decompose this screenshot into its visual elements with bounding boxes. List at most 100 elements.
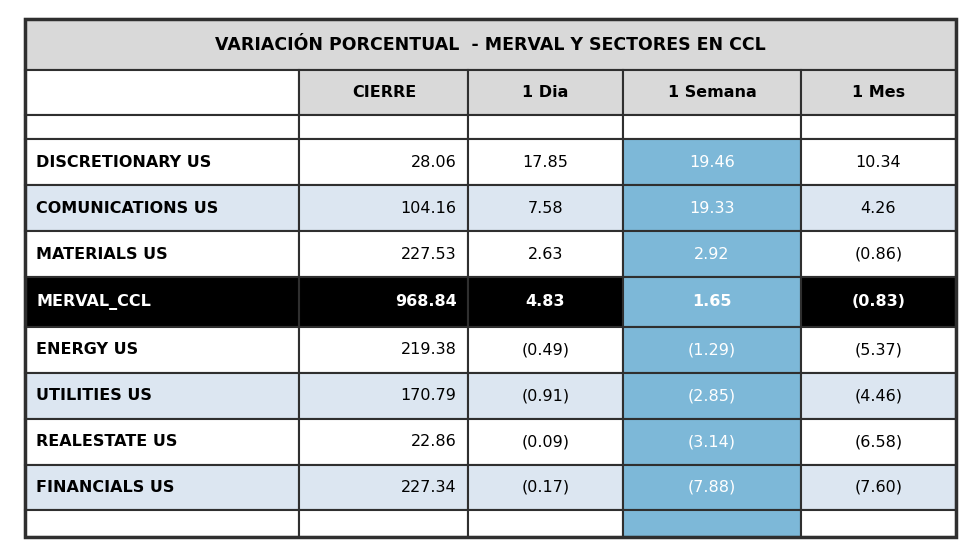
Bar <box>24 185 300 231</box>
Bar <box>468 70 622 116</box>
Text: (0.09): (0.09) <box>521 434 569 449</box>
Bar <box>300 116 468 140</box>
Bar <box>801 373 956 419</box>
Bar <box>622 185 801 231</box>
Bar <box>24 373 300 419</box>
Bar <box>801 327 956 373</box>
Bar <box>468 373 622 419</box>
Text: (7.60): (7.60) <box>855 480 903 495</box>
Text: 2.63: 2.63 <box>528 246 564 261</box>
Text: (1.29): (1.29) <box>688 342 736 358</box>
Bar <box>300 140 468 185</box>
Bar <box>801 231 956 277</box>
Bar <box>801 277 956 327</box>
Bar <box>300 419 468 465</box>
Bar <box>300 373 468 419</box>
Text: COMUNICATIONS US: COMUNICATIONS US <box>36 201 219 216</box>
Bar <box>801 465 956 510</box>
Text: 227.34: 227.34 <box>401 480 457 495</box>
Bar <box>622 277 801 327</box>
Text: VARIACIÓN PORCENTUAL  - MERVAL Y SECTORES EN CCL: VARIACIÓN PORCENTUAL - MERVAL Y SECTORES… <box>215 36 765 53</box>
Bar <box>622 140 801 185</box>
Bar <box>24 231 300 277</box>
Bar <box>622 465 801 510</box>
Text: (2.85): (2.85) <box>688 388 736 403</box>
Bar <box>300 185 468 231</box>
Text: (6.58): (6.58) <box>855 434 903 449</box>
Bar <box>622 116 801 140</box>
Text: 17.85: 17.85 <box>522 155 568 170</box>
Bar <box>468 116 622 140</box>
Text: (0.86): (0.86) <box>855 246 903 261</box>
Text: DISCRETIONARY US: DISCRETIONARY US <box>36 155 212 170</box>
Bar <box>468 231 622 277</box>
Text: 2.92: 2.92 <box>694 246 730 261</box>
Text: 19.46: 19.46 <box>689 155 735 170</box>
Bar <box>468 510 622 537</box>
Bar <box>468 140 622 185</box>
Bar <box>300 510 468 537</box>
Bar <box>622 327 801 373</box>
Text: MERVAL_CCL: MERVAL_CCL <box>36 294 151 310</box>
Text: 170.79: 170.79 <box>401 388 457 403</box>
Bar <box>622 373 801 419</box>
Bar <box>300 465 468 510</box>
Bar <box>468 465 622 510</box>
Text: 19.33: 19.33 <box>689 201 735 216</box>
Bar <box>24 19 956 70</box>
Text: 104.16: 104.16 <box>401 201 457 216</box>
Bar <box>300 70 468 116</box>
Bar <box>24 465 300 510</box>
Text: REALESTATE US: REALESTATE US <box>36 434 177 449</box>
Bar <box>24 510 300 537</box>
Bar <box>801 510 956 537</box>
Text: 4.83: 4.83 <box>525 295 565 310</box>
Bar <box>24 116 300 140</box>
Text: 227.53: 227.53 <box>401 246 457 261</box>
Bar <box>801 70 956 116</box>
Bar <box>801 185 956 231</box>
Bar <box>300 327 468 373</box>
Text: 7.58: 7.58 <box>527 201 563 216</box>
Text: CIERRE: CIERRE <box>352 85 416 100</box>
Text: (4.46): (4.46) <box>855 388 903 403</box>
Text: (0.49): (0.49) <box>521 342 569 358</box>
Bar <box>622 510 801 537</box>
Text: (0.17): (0.17) <box>521 480 569 495</box>
Bar <box>24 327 300 373</box>
Text: 28.06: 28.06 <box>411 155 457 170</box>
Text: 1 Dia: 1 Dia <box>522 85 568 100</box>
Bar <box>468 419 622 465</box>
Text: 4.26: 4.26 <box>860 201 896 216</box>
Text: 22.86: 22.86 <box>411 434 457 449</box>
Text: 1 Mes: 1 Mes <box>852 85 905 100</box>
Text: 1.65: 1.65 <box>692 295 732 310</box>
Bar <box>24 277 300 327</box>
Text: (0.83): (0.83) <box>852 295 906 310</box>
Text: (5.37): (5.37) <box>855 342 903 358</box>
Bar <box>801 419 956 465</box>
Bar <box>300 277 468 327</box>
Bar <box>622 70 801 116</box>
Text: (7.88): (7.88) <box>688 480 736 495</box>
Bar <box>24 419 300 465</box>
Bar <box>468 185 622 231</box>
Text: MATERIALS US: MATERIALS US <box>36 246 168 261</box>
Bar <box>801 116 956 140</box>
Text: (3.14): (3.14) <box>688 434 736 449</box>
Text: 219.38: 219.38 <box>401 342 457 358</box>
Bar <box>468 327 622 373</box>
Bar <box>24 70 300 116</box>
Text: 1 Semana: 1 Semana <box>667 85 757 100</box>
Text: (0.91): (0.91) <box>521 388 569 403</box>
Bar <box>24 140 300 185</box>
Bar <box>468 277 622 327</box>
Text: FINANCIALS US: FINANCIALS US <box>36 480 174 495</box>
Text: UTILITIES US: UTILITIES US <box>36 388 152 403</box>
Text: 10.34: 10.34 <box>856 155 902 170</box>
Bar <box>622 419 801 465</box>
Bar <box>801 140 956 185</box>
Text: 968.84: 968.84 <box>395 295 457 310</box>
Text: ENERGY US: ENERGY US <box>36 342 138 358</box>
Bar <box>622 231 801 277</box>
